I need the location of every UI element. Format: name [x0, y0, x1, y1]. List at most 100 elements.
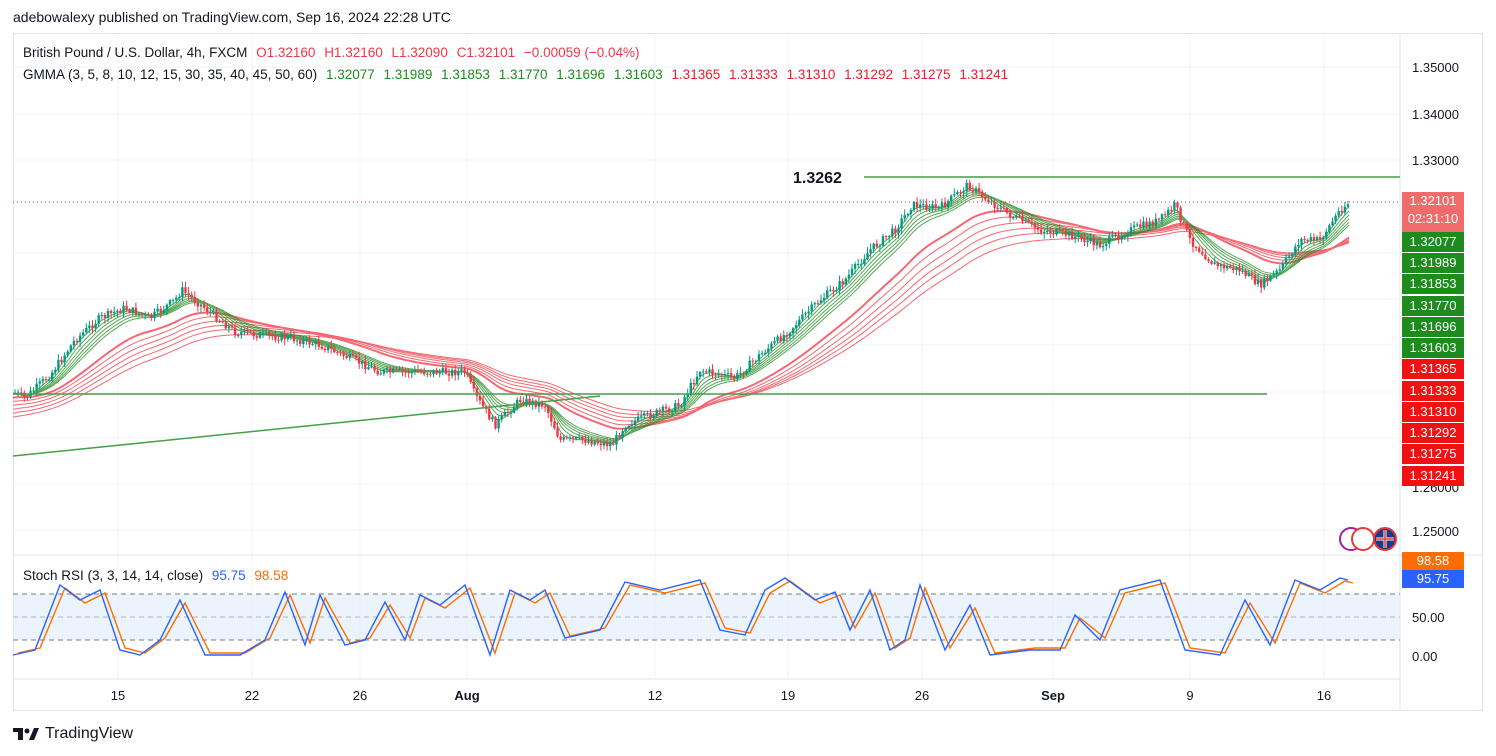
gmma-long-line: [12, 210, 1350, 430]
publisher-line: adebowalexy published on TradingView.com…: [13, 9, 451, 25]
candle-body: [649, 412, 652, 419]
candle-body: [1046, 230, 1049, 232]
candle-body: [1021, 215, 1024, 222]
candle-body: [968, 182, 971, 191]
candle-body: [1253, 275, 1257, 285]
candle-body: [919, 204, 922, 208]
candle-body: [1117, 235, 1120, 240]
candle-body: [500, 415, 503, 420]
candle-body: [643, 413, 646, 416]
candle-body: [646, 412, 649, 414]
candle-body: [689, 382, 692, 394]
candle-body: [1008, 212, 1012, 218]
candle-body: [764, 352, 767, 354]
candle-body: [894, 228, 897, 234]
candle-body: [1216, 262, 1219, 267]
candle-body: [255, 336, 258, 338]
candle-body: [714, 374, 717, 376]
candle-body: [249, 331, 252, 333]
candle-body: [940, 202, 944, 207]
candle-body: [1331, 221, 1334, 226]
candle-body: [655, 409, 658, 416]
candle-body: [1322, 237, 1325, 240]
candle-body: [302, 339, 305, 345]
candle-body: [354, 355, 358, 358]
gmma-price-label: 1.31275: [1402, 444, 1464, 464]
candle-body: [819, 300, 823, 304]
candle-body: [63, 355, 66, 362]
candle-body: [1033, 223, 1037, 228]
candle-body: [237, 335, 240, 337]
gmma-price-label: 1.31770: [1402, 296, 1464, 316]
candle-body: [348, 353, 351, 358]
candle-body: [447, 373, 451, 376]
gmma-short-2: 1.31989: [383, 67, 433, 82]
gmma-price-label: 1.31365: [1402, 359, 1464, 379]
candle-body: [283, 333, 286, 340]
candle-body: [661, 406, 665, 411]
candle-body: [953, 194, 956, 196]
candle-body: [1191, 237, 1195, 247]
candle-body: [928, 208, 931, 210]
candle-body: [116, 310, 119, 312]
candle-body: [850, 268, 854, 275]
candle-body: [395, 368, 398, 370]
candle-body: [760, 353, 764, 355]
candle-body: [478, 395, 482, 401]
candle-body: [640, 415, 643, 417]
candle-body: [745, 371, 748, 374]
candle-body: [1266, 277, 1269, 281]
candle-body: [977, 188, 981, 192]
candle-body: [503, 411, 506, 416]
candle-body: [804, 313, 807, 315]
candle-body: [156, 308, 159, 312]
candle-body: [847, 274, 851, 279]
candle-body: [1185, 222, 1188, 230]
candle-body: [1111, 235, 1114, 237]
candle-body: [144, 313, 147, 315]
x-tick: 15: [110, 688, 126, 703]
gmma-price-label: 1.31333: [1402, 381, 1464, 401]
candle-body: [1064, 230, 1068, 236]
candle-body: [252, 332, 255, 337]
candle-body: [385, 368, 389, 370]
candle-body: [1210, 261, 1213, 264]
candle-body: [590, 440, 593, 445]
x-tick: 22: [244, 688, 260, 703]
candle-body: [1101, 245, 1105, 248]
candle-body: [171, 299, 175, 301]
candle-body: [376, 370, 379, 375]
candle-body: [596, 441, 599, 444]
candle-body: [748, 360, 751, 372]
gmma-price-label: 1.31310: [1402, 402, 1464, 422]
candle-body: [187, 292, 190, 295]
candle-body: [1281, 263, 1285, 270]
candle-body: [140, 313, 144, 315]
gmma-short-1: 1.32077: [325, 67, 375, 82]
candle-body: [906, 213, 909, 216]
candle-body: [342, 352, 345, 356]
candle-body: [1027, 219, 1030, 222]
candle-body: [23, 392, 26, 397]
chart-frame[interactable]: [13, 33, 1483, 711]
candle-body: [1272, 273, 1275, 276]
candle-body: [987, 199, 990, 203]
candle-body: [150, 314, 153, 318]
candle-body: [305, 338, 308, 340]
candle-body: [981, 191, 984, 197]
candle-body: [432, 370, 435, 375]
candle-body: [1207, 259, 1210, 262]
stoch-tick: 0.00: [1412, 649, 1438, 664]
candle-body: [122, 305, 125, 314]
candle-body: [1086, 240, 1089, 243]
symbol-title: British Pound / U.S. Dollar, 4h, FXCM: [23, 45, 248, 60]
candle-body: [75, 340, 79, 342]
candle-body: [227, 326, 231, 329]
candle-body: [674, 403, 677, 412]
candle-body: [1123, 236, 1126, 238]
candle-body: [100, 315, 103, 317]
candle-body: [193, 296, 196, 303]
footer-brand[interactable]: TradingView: [13, 725, 133, 743]
candle-body: [1309, 237, 1312, 241]
